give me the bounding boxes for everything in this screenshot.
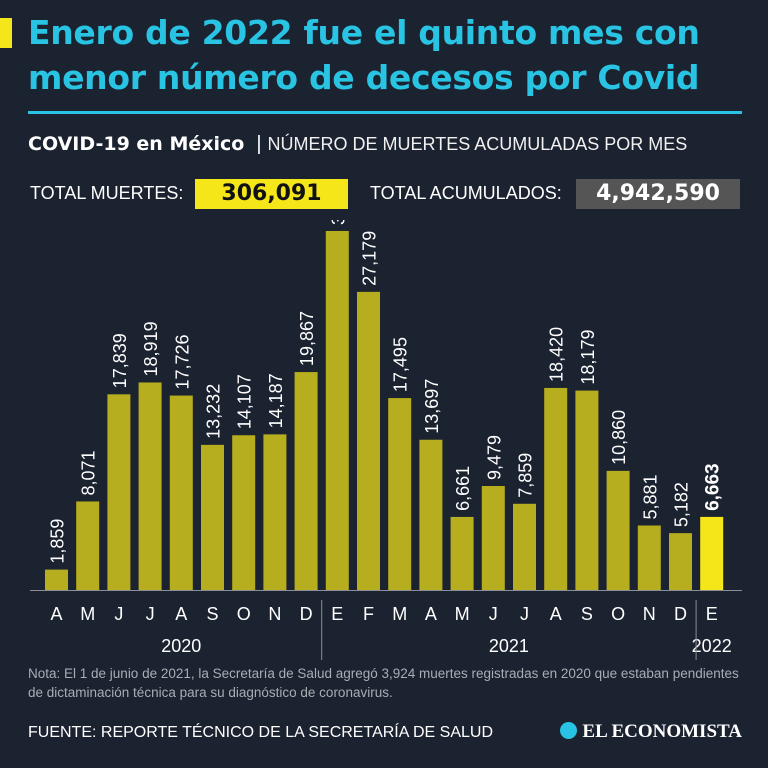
bar-6: [232, 435, 256, 590]
year-label-2022: 2022: [692, 636, 732, 656]
bar-value-label-10: 27,179: [360, 231, 380, 286]
bar-20: [669, 533, 692, 590]
month-tick-2: J: [114, 604, 123, 624]
bar-16: [544, 387, 568, 590]
bar-value-label-19: 5,881: [640, 474, 660, 519]
month-tick-15: J: [520, 604, 529, 624]
bar-1: [76, 501, 100, 590]
bar-value-label-15: 7,859: [516, 453, 536, 498]
month-tick-9: E: [331, 604, 343, 624]
bar-value-label-20: 5,182: [672, 482, 692, 527]
bar-12: [419, 439, 443, 590]
bar-value-label-21: 6,663: [703, 463, 724, 511]
total-cases-value: 4,942,590: [576, 179, 740, 209]
bar-value-label-1: 8,071: [79, 450, 99, 495]
bar-10: [357, 291, 380, 590]
year-label-2021: 2021: [489, 636, 529, 656]
chart-subheading: COVID-19 en México | NÚMERO DE MUERTES ACU…: [28, 133, 687, 156]
bar-value-label-7: 14,187: [266, 373, 286, 428]
month-tick-7: N: [268, 604, 281, 624]
bar-14: [481, 486, 505, 590]
month-tick-17: S: [581, 604, 593, 624]
page-title: Enero de 2022 fue el quinto mes con meno…: [28, 13, 700, 97]
subhead-description: NÚMERO DE MUERTES ACUMULADAS POR MES: [267, 134, 688, 154]
bar-13: [450, 516, 474, 590]
bar-value-label-11: 17,495: [391, 337, 411, 392]
publisher-name: EL ECONOMISTA: [582, 721, 742, 742]
month-tick-3: J: [146, 604, 155, 624]
title-divider: [28, 111, 742, 114]
brand-logo-icon: [560, 722, 578, 739]
subhead-separator: |: [256, 133, 262, 155]
bar-value-label-2: 17,839: [110, 333, 130, 388]
bar-9: [325, 230, 349, 591]
title-accent-bar: [0, 18, 12, 48]
bar-value-label-0: 1,859: [48, 519, 68, 564]
total-cases-label: TOTAL ACUMULADOS:: [370, 183, 562, 203]
year-label-2020: 2020: [161, 636, 201, 656]
month-tick-13: M: [455, 604, 470, 624]
month-tick-8: D: [300, 604, 313, 624]
total-deaths-value: 306,091: [195, 179, 348, 209]
bar-value-label-12: 13,697: [422, 379, 442, 434]
bar-15: [513, 503, 536, 590]
month-tick-4: A: [175, 604, 187, 624]
bar-value-label-8: 19,867: [297, 311, 317, 366]
month-tick-18: O: [611, 604, 625, 624]
bar-5: [201, 444, 224, 590]
month-tick-20: D: [674, 604, 687, 624]
month-tick-12: A: [425, 604, 437, 624]
month-tick-6: O: [237, 604, 251, 624]
month-tick-19: N: [643, 604, 656, 624]
bar-value-label-5: 13,232: [204, 384, 224, 439]
footnote: Nota: El 1 de junio de 2021, la Secretar…: [28, 666, 739, 700]
bar-19: [637, 525, 661, 590]
bar-value-label-4: 17,726: [172, 334, 192, 389]
source-line: FUENTE: REPORTE TÉCNICO DE LA SECRETARÍA…: [28, 724, 493, 741]
month-tick-1: M: [80, 604, 95, 624]
bar-3: [138, 382, 162, 590]
bar-value-label-16: 18,420: [547, 327, 567, 382]
month-tick-16: A: [550, 604, 562, 624]
bar-value-label-3: 18,919: [141, 321, 161, 376]
bar-2: [107, 394, 131, 590]
bar-8: [294, 372, 318, 590]
month-tick-21: E: [706, 604, 718, 624]
bar-value-label-6: 14,107: [235, 374, 255, 429]
month-tick-5: S: [206, 604, 218, 624]
bar-7: [263, 434, 287, 590]
bar-value-label-17: 18,179: [578, 330, 598, 385]
publisher-logo: EL ECONOMISTA: [560, 721, 742, 743]
month-tick-11: M: [392, 604, 407, 624]
bar-0: [45, 569, 68, 590]
bar-21: [700, 516, 724, 590]
bar-4: [169, 395, 193, 590]
subhead-country: COVID-19 en México: [28, 133, 245, 155]
bar-11: [388, 398, 412, 590]
bar-value-label-14: 9,479: [484, 435, 504, 480]
monthly-deaths-chart: 1,859 A 8,071 M 17,839 J 18,919 J 17,726 A 13,232 S…: [30, 220, 742, 660]
bar-value-label-18: 10,860: [609, 410, 629, 465]
total-deaths-label: TOTAL MUERTES:: [30, 183, 184, 203]
bar-17: [575, 390, 599, 590]
bar-value-label-13: 6,661: [453, 466, 473, 511]
month-tick-0: A: [50, 604, 62, 624]
bar-value-label-9: 32,729: [328, 220, 348, 225]
bar-18: [606, 470, 630, 590]
month-tick-10: F: [363, 604, 374, 624]
month-tick-14: J: [489, 604, 498, 624]
